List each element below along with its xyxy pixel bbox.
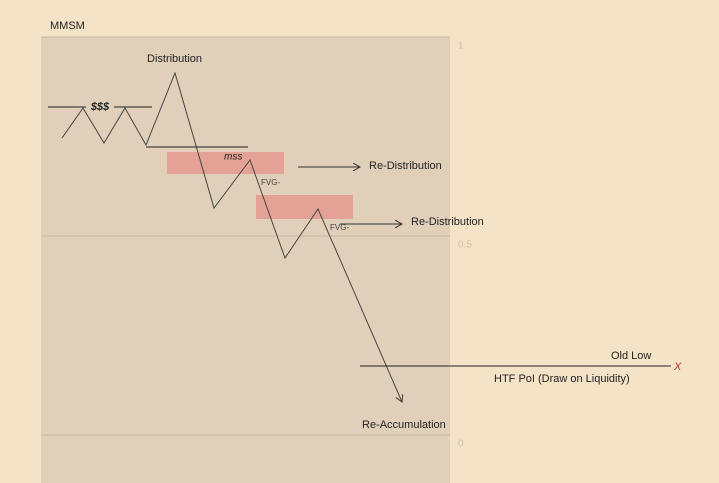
price-path <box>61 71 402 402</box>
re-distribution-label: Re-Distribution <box>411 216 484 228</box>
htf-poi-label: HTF PoI (Draw on Liquidity) <box>494 373 630 385</box>
old-low-marker: X <box>673 361 682 373</box>
fvg-box <box>167 152 284 174</box>
re-distribution-label: Re-Distribution <box>369 160 442 172</box>
level-label: 1 <box>458 41 464 52</box>
level-label: 0 <box>458 439 464 450</box>
level-label: 0.5 <box>458 240 472 251</box>
liquidity-label: $$$ <box>90 101 110 113</box>
re-accumulation-label: Re-Accumulation <box>362 419 446 431</box>
distribution-label: Distribution <box>147 53 202 65</box>
panel <box>41 37 450 483</box>
fvg-label: FVG- <box>330 223 349 232</box>
fvg-label: FVG- <box>261 178 280 187</box>
title: MMSM <box>50 20 85 32</box>
fvg-box <box>256 195 353 219</box>
old-low-label: Old Low <box>611 350 651 362</box>
mss-label: mss <box>224 152 242 163</box>
